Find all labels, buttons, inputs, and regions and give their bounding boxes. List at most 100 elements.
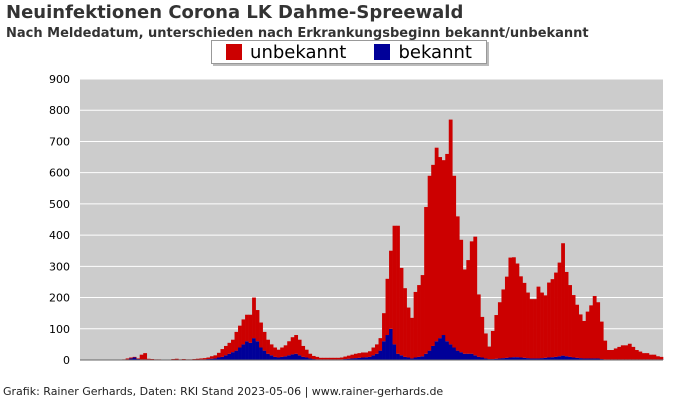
bar-unbekannt <box>378 338 383 351</box>
bar-bekannt <box>234 350 239 360</box>
bar-bekannt <box>526 358 530 360</box>
bar-unbekannt <box>231 339 235 353</box>
bar-unbekannt <box>504 276 509 358</box>
bar-unbekannt <box>638 351 643 360</box>
bar-unbekannt <box>459 239 464 353</box>
bar-unbekannt <box>511 257 516 358</box>
bar-bekannt <box>375 353 379 360</box>
bar-bekannt <box>550 357 555 360</box>
bar-bekannt <box>568 356 572 360</box>
bar-bekannt <box>459 352 464 360</box>
bar-unbekannt <box>652 354 657 360</box>
bar-bekannt <box>353 358 358 360</box>
legend-item-unbekannt: unbekannt <box>226 42 346 63</box>
bar-unbekannt <box>610 350 615 360</box>
bar-unbekannt <box>276 349 281 358</box>
bar-bekannt <box>382 341 386 360</box>
bar-bekannt <box>494 358 499 360</box>
gridlines <box>80 78 663 361</box>
bar-bekannt <box>480 357 485 360</box>
bar-bekannt <box>308 358 313 360</box>
bar-unbekannt <box>417 285 421 357</box>
bar-bekannt <box>575 357 580 360</box>
bar-unbekannt <box>241 319 246 345</box>
bar-unbekannt <box>367 351 372 357</box>
bar-bekannt <box>431 345 436 360</box>
legend-label-unbekannt: unbekannt <box>250 41 347 63</box>
bar-bekannt <box>508 357 513 360</box>
bar-unbekannt <box>578 314 583 359</box>
bar-bekannt <box>589 358 594 360</box>
bar-unbekannt <box>206 357 211 360</box>
bar-unbekannt <box>529 299 534 359</box>
bar-unbekannt <box>139 354 144 360</box>
bar-bekannt <box>259 347 263 360</box>
bar-unbekannt <box>223 345 228 356</box>
bar-unbekannt <box>519 276 523 358</box>
bar-bekannt <box>283 356 288 360</box>
bar-unbekannt <box>564 271 569 357</box>
bar-bekannt <box>571 357 576 360</box>
bar-unbekannt <box>603 340 608 360</box>
bar-bekannt <box>290 354 295 360</box>
bar-bekannt <box>596 358 601 360</box>
bar-unbekannt <box>346 355 351 359</box>
bar-unbekannt <box>297 339 302 356</box>
bar-unbekannt <box>469 241 474 354</box>
bar-unbekannt <box>466 260 471 354</box>
bar-unbekannt <box>146 358 151 360</box>
bar-unbekannt <box>216 352 221 358</box>
bar-unbekannt <box>227 342 232 354</box>
bar-bekannt <box>287 355 292 360</box>
bar-bekannt <box>554 356 558 360</box>
bar-unbekannt <box>371 347 376 356</box>
legend-swatch-unbekannt <box>226 44 243 60</box>
bar-unbekannt <box>171 359 176 360</box>
legend: unbekannt bekannt <box>211 40 487 64</box>
bar-bekannt <box>231 352 235 360</box>
bar-bekannt <box>578 358 583 360</box>
y-tick-label: 400 <box>49 229 70 242</box>
bar-bekannt <box>536 358 541 360</box>
bar-unbekannt <box>311 355 316 360</box>
bar-unbekannt <box>181 359 186 360</box>
bar-bekannt <box>462 353 467 360</box>
bar-unbekannt <box>494 315 499 359</box>
bar-bekannt <box>497 358 502 360</box>
bar-bekannt <box>452 347 457 360</box>
bar-bekannt <box>301 356 306 360</box>
chart-title: Neuinfektionen Corona LK Dahme-Spreewald <box>6 2 464 23</box>
bar-unbekannt <box>487 346 492 360</box>
bar-bekannt <box>304 357 309 360</box>
bar-unbekannt <box>213 355 218 359</box>
bar-unbekannt <box>262 331 267 351</box>
bar-bekannt <box>476 356 481 360</box>
bar-unbekannt <box>389 250 393 329</box>
bar-bekannt <box>367 356 372 360</box>
bar-bekannt <box>213 358 218 360</box>
y-tick-label: 700 <box>49 135 70 148</box>
bar-unbekannt <box>132 356 137 358</box>
legend-swatch-bekannt <box>374 44 391 60</box>
bar-unbekannt <box>350 354 355 359</box>
bar-unbekannt <box>375 344 379 354</box>
bar-bekannt <box>209 358 214 360</box>
bar-unbekannt <box>634 350 639 360</box>
bar-unbekannt <box>455 216 460 351</box>
y-tick-label: 300 <box>49 260 70 273</box>
bar-bekannt <box>269 355 274 360</box>
y-tick-label: 600 <box>49 167 70 180</box>
bar-unbekannt <box>410 317 414 359</box>
bar-bekannt <box>129 358 133 360</box>
bar-unbekannt <box>550 279 555 358</box>
bar-unbekannt <box>568 285 572 357</box>
bar-bekannt <box>547 357 551 360</box>
bar-bekannt <box>396 353 400 360</box>
bar-unbekannt <box>620 345 625 360</box>
bar-unbekannt <box>533 299 537 359</box>
bar-bekannt <box>420 356 425 360</box>
bar-bekannt <box>592 358 597 360</box>
bar-unbekannt <box>575 304 580 358</box>
bar-unbekannt <box>554 272 558 357</box>
bar-unbekannt <box>543 295 548 358</box>
